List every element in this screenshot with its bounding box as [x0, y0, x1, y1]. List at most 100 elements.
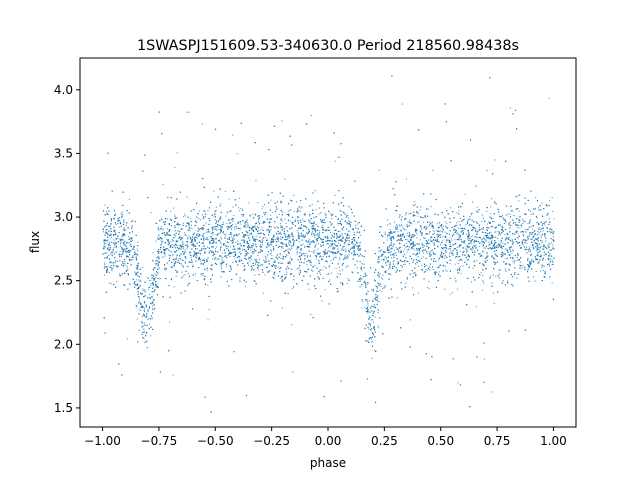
- data-point: [214, 248, 216, 250]
- data-point: [221, 267, 223, 269]
- data-point: [374, 305, 376, 307]
- data-point: [424, 248, 426, 250]
- data-point: [394, 231, 396, 233]
- data-point: [415, 231, 417, 233]
- data-point: [201, 123, 203, 125]
- data-point: [153, 299, 155, 301]
- data-point: [454, 263, 456, 265]
- data-point: [235, 242, 237, 244]
- data-point: [490, 206, 492, 208]
- data-point: [305, 252, 307, 254]
- data-point: [269, 242, 271, 244]
- data-point: [456, 246, 458, 248]
- data-point: [111, 265, 113, 267]
- data-point: [169, 246, 171, 248]
- data-point: [126, 338, 128, 340]
- data-point: [155, 286, 157, 288]
- data-point: [216, 259, 218, 261]
- data-point: [490, 226, 492, 228]
- data-point: [143, 309, 145, 311]
- data-point: [540, 231, 542, 233]
- data-point: [280, 200, 282, 202]
- data-point: [137, 275, 139, 277]
- data-point: [373, 304, 375, 306]
- data-point: [381, 249, 383, 251]
- data-point: [310, 115, 312, 117]
- data-point: [408, 234, 410, 236]
- data-point: [215, 234, 217, 236]
- data-point: [458, 268, 460, 270]
- data-point: [356, 223, 358, 225]
- data-point: [497, 230, 499, 232]
- data-point: [303, 214, 305, 216]
- data-point: [371, 289, 373, 291]
- data-point: [258, 265, 260, 267]
- data-point: [422, 252, 424, 254]
- data-point: [284, 178, 286, 180]
- data-point: [549, 232, 551, 234]
- data-point: [115, 238, 117, 240]
- data-point: [205, 259, 207, 261]
- data-point: [132, 258, 134, 260]
- data-point: [463, 250, 465, 252]
- data-point: [334, 247, 336, 249]
- data-point: [410, 222, 412, 224]
- data-point: [216, 246, 218, 248]
- data-point: [117, 220, 119, 222]
- data-point: [444, 288, 446, 290]
- data-point: [150, 279, 152, 281]
- data-point: [201, 260, 203, 262]
- data-point: [274, 261, 276, 263]
- data-point: [299, 235, 301, 237]
- data-point: [244, 236, 246, 238]
- data-point: [395, 255, 397, 257]
- data-point: [188, 111, 190, 113]
- data-point: [491, 234, 493, 236]
- data-point: [119, 251, 121, 253]
- data-point: [398, 224, 400, 226]
- data-point: [512, 250, 514, 252]
- data-point: [190, 244, 192, 246]
- data-point: [509, 221, 511, 223]
- data-point: [276, 226, 278, 228]
- data-point: [117, 237, 119, 239]
- data-point: [188, 227, 190, 229]
- data-point: [373, 321, 375, 323]
- data-point: [417, 256, 419, 258]
- data-point: [548, 97, 550, 99]
- data-point: [406, 235, 408, 237]
- data-point: [307, 240, 309, 242]
- data-point: [332, 251, 334, 253]
- data-point: [339, 270, 341, 272]
- data-point: [542, 227, 544, 229]
- data-point: [389, 235, 391, 237]
- data-point: [261, 239, 263, 241]
- data-point: [508, 247, 510, 249]
- data-point: [365, 285, 367, 287]
- data-point: [400, 252, 402, 254]
- data-point: [550, 258, 552, 260]
- data-point: [128, 236, 130, 238]
- data-point: [418, 265, 420, 267]
- data-point: [264, 256, 266, 258]
- data-point: [183, 216, 185, 218]
- data-point: [333, 237, 335, 239]
- data-point: [173, 207, 175, 209]
- data-point: [378, 256, 380, 258]
- data-point: [346, 282, 348, 284]
- data-point: [400, 270, 402, 272]
- data-point: [444, 231, 446, 233]
- data-point: [182, 248, 184, 250]
- data-point: [255, 243, 257, 245]
- data-point: [288, 234, 290, 236]
- data-point: [153, 284, 155, 286]
- data-point: [176, 152, 178, 154]
- data-point: [281, 211, 283, 213]
- data-point: [341, 235, 343, 237]
- data-point: [381, 266, 383, 268]
- data-point: [266, 255, 268, 257]
- data-point: [280, 257, 282, 259]
- scatter-points: [102, 75, 555, 413]
- data-point: [116, 281, 118, 283]
- data-point: [152, 287, 154, 289]
